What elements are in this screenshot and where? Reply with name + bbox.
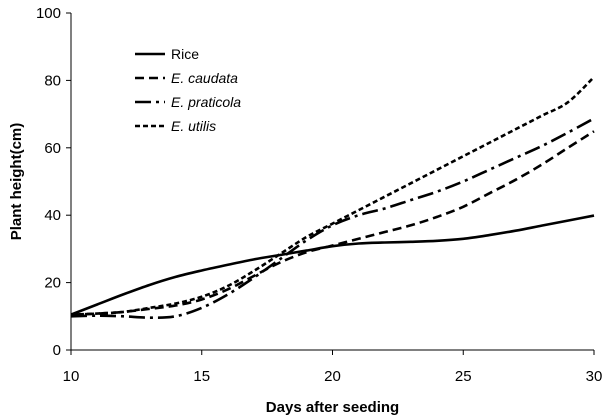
series-line-2 — [70, 117, 595, 319]
legend-label-1: E. caudata — [171, 70, 238, 86]
y-tick-label-3: 60 — [44, 140, 61, 157]
legend-label-2: E. praticola — [171, 94, 241, 110]
x-tick-label-0: 10 — [63, 368, 80, 385]
x-tick-label-1: 15 — [193, 368, 210, 385]
x-tick-label-2: 20 — [324, 368, 341, 385]
y-tick-label-4: 80 — [44, 72, 61, 89]
series-line-1 — [70, 130, 595, 316]
x-tick-label-3: 25 — [455, 368, 472, 385]
series-line-3 — [70, 76, 595, 316]
legend-label-3: E. utilis — [171, 118, 216, 134]
series-line-0 — [70, 214, 595, 316]
y-tick-label-2: 40 — [44, 207, 61, 224]
y-axis-title: Plant height(cm) — [8, 123, 25, 241]
legend-label-0: Rice — [171, 46, 199, 62]
x-axis-title: Days after seeding — [266, 399, 399, 416]
y-tick-label-1: 20 — [44, 275, 61, 292]
y-tick-label-0: 0 — [53, 342, 61, 359]
x-tick-label-4: 30 — [586, 368, 603, 385]
y-tick-label-5: 100 — [36, 5, 61, 22]
